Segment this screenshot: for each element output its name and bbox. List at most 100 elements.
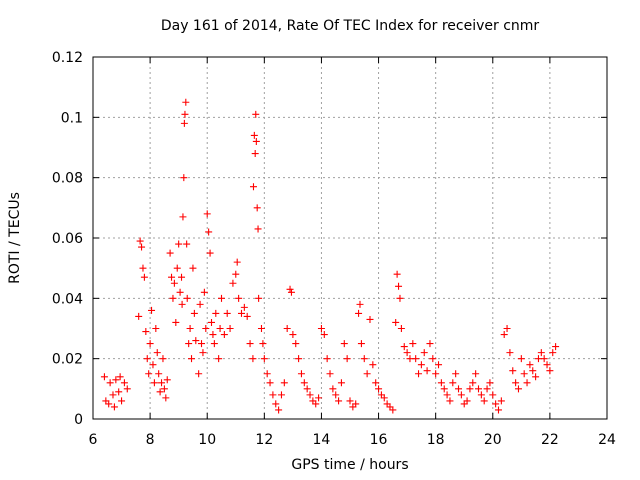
data-point (140, 273, 148, 281)
plot-frame (92, 56, 608, 420)
data-point (116, 373, 124, 381)
data-point (233, 258, 241, 266)
data-point (503, 325, 511, 332)
data-point (232, 270, 240, 278)
data-point (352, 400, 360, 408)
data-point (429, 355, 437, 363)
data-point (148, 306, 156, 314)
x-tick-label: 18 (427, 432, 445, 448)
data-point (220, 331, 228, 339)
data-point (435, 361, 443, 369)
data-point (212, 309, 220, 317)
data-point (466, 385, 474, 393)
data-point (162, 394, 170, 402)
x-tick-label: 22 (541, 432, 559, 448)
data-point (208, 318, 216, 326)
data-point (480, 397, 488, 405)
data-point (506, 349, 514, 357)
data-point (253, 204, 261, 212)
data-point (486, 379, 494, 387)
data-point (303, 385, 311, 393)
data-point (514, 385, 522, 393)
data-point (292, 340, 300, 348)
data-point (186, 325, 194, 332)
data-point (512, 379, 520, 387)
data-point (105, 400, 113, 408)
data-point (183, 294, 191, 302)
data-point (203, 210, 211, 218)
chart-title: Day 161 of 2014, Rate Of TEC Index for r… (161, 18, 540, 34)
data-point (449, 379, 457, 387)
data-point (275, 406, 283, 414)
data-point (235, 294, 243, 302)
data-point (198, 340, 206, 348)
data-point (455, 385, 463, 393)
data-point (178, 273, 186, 281)
data-point (346, 397, 354, 405)
data-point (417, 361, 425, 369)
data-point (249, 183, 257, 191)
data-point (357, 340, 365, 348)
x-tick-label: 6 (89, 432, 98, 448)
data-point (397, 325, 405, 332)
data-point (215, 355, 223, 363)
data-point (546, 367, 554, 375)
data-point (109, 391, 117, 399)
data-point (257, 325, 265, 332)
data-point (139, 264, 147, 272)
data-point (320, 331, 328, 339)
data-point (440, 385, 448, 393)
data-point (396, 294, 404, 302)
data-point (457, 391, 465, 399)
tick-layer: 6 8 10 12 14 16 18 20 22 24 0 0.02 0.04 0.06 0.08 0.1 0.… (52, 50, 616, 448)
data-point (552, 343, 560, 351)
data-point (494, 406, 502, 414)
data-point (312, 400, 320, 408)
data-point (380, 394, 388, 402)
data-point (251, 150, 259, 158)
data-point (403, 349, 411, 357)
data-point (263, 370, 271, 378)
data-point (189, 264, 197, 272)
data-point (120, 379, 128, 387)
data-point (437, 379, 445, 387)
data-point (200, 288, 208, 296)
data-point (149, 361, 157, 369)
data-point (118, 397, 126, 405)
data-point (190, 309, 198, 317)
data-point (423, 367, 431, 375)
data-point (375, 385, 383, 393)
data-point (146, 340, 154, 348)
data-point (412, 355, 420, 363)
data-point (366, 315, 374, 323)
data-point (369, 361, 377, 369)
y-axis-label: ROTI / TECUs (7, 192, 23, 284)
data-point (306, 391, 314, 399)
x-tick-label: 12 (255, 432, 273, 448)
data-point (180, 119, 188, 127)
data-point (216, 325, 224, 332)
data-point (250, 131, 258, 139)
data-point (509, 367, 517, 375)
data-point (523, 379, 531, 387)
data-point (443, 391, 451, 399)
data-point (326, 370, 334, 378)
data-point (153, 349, 161, 357)
data-point (240, 303, 248, 311)
data-point (169, 294, 177, 302)
data-point (173, 264, 181, 272)
data-point (195, 370, 203, 378)
data-point (415, 370, 423, 378)
data-point (237, 309, 245, 317)
data-point (500, 331, 508, 339)
points-layer (100, 98, 560, 414)
data-point (426, 340, 434, 348)
data-point (389, 406, 397, 414)
data-point (252, 110, 260, 118)
data-point (317, 325, 325, 332)
x-tick-label: 14 (313, 432, 331, 448)
data-point (226, 325, 234, 332)
data-point (469, 379, 477, 387)
data-point (176, 288, 184, 296)
data-point (150, 379, 158, 387)
